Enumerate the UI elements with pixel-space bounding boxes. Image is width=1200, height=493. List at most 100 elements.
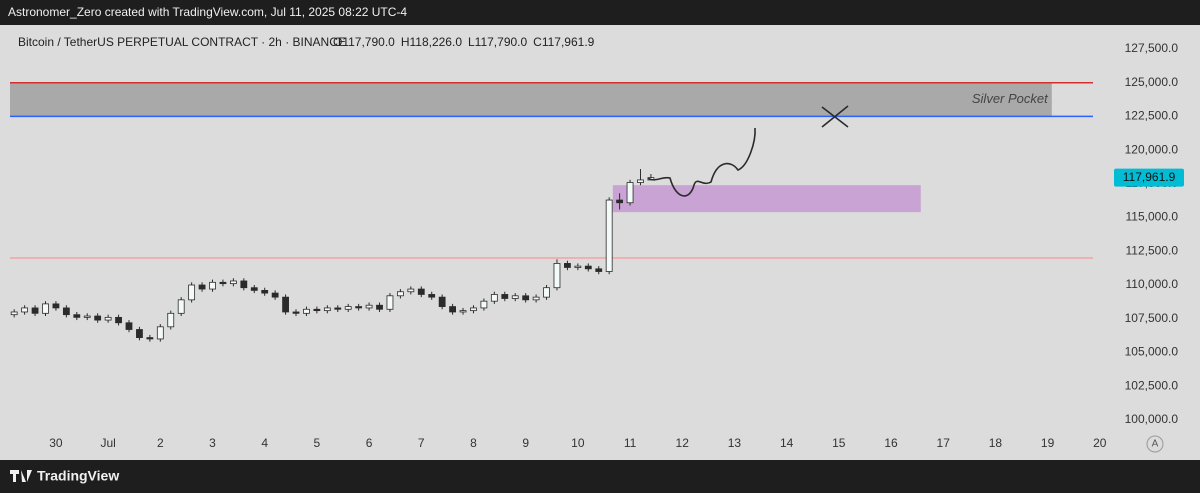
candle-body [156, 326, 164, 340]
candle-body [428, 294, 436, 298]
y-tick-label: 102,500.0 [1125, 378, 1179, 392]
top-bar [0, 0, 1200, 25]
candle-body [10, 311, 18, 316]
candle-body [595, 268, 603, 272]
x-tick-label: 8 [470, 436, 477, 450]
x-tick-label: 17 [937, 436, 951, 450]
candle-body [219, 281, 227, 285]
y-tick-label: 127,500.0 [1125, 41, 1179, 55]
candle-body [62, 307, 70, 316]
candle-body [303, 308, 310, 314]
x-tick-label: 15 [832, 436, 846, 450]
candle-body [271, 292, 279, 298]
candle-body [386, 295, 394, 310]
x-tick-label: 14 [780, 436, 794, 450]
plot: Silver Pocket [10, 81, 1093, 342]
candle-body [376, 304, 383, 310]
candle-body [616, 199, 624, 204]
candle-body [198, 284, 206, 290]
candle-body [397, 291, 404, 297]
candle-body [42, 303, 49, 314]
candle-body [438, 296, 446, 307]
candle-body [344, 306, 352, 310]
candle-body [501, 294, 509, 299]
x-tick-label: 16 [884, 436, 898, 450]
candle-body [543, 287, 550, 298]
candle-body [146, 337, 154, 340]
scale-button[interactable] [1146, 435, 1164, 453]
candle-body [52, 303, 60, 309]
candle-body [355, 306, 363, 309]
candle-body [136, 329, 143, 338]
bottom-bar [0, 460, 1200, 493]
y-tick-label: 122,500.0 [1125, 109, 1179, 123]
x-tick-label: 12 [676, 436, 690, 450]
candle-body [522, 295, 530, 301]
x-tick-label: 4 [261, 436, 268, 450]
chart-title: Bitcoin / TetherUS PERPETUAL CONTRACT · … [18, 35, 346, 49]
ohlc-value: L117,790.0 [468, 35, 527, 49]
x-tick-label: 7 [418, 436, 425, 450]
candle-body [637, 179, 644, 183]
candle-body [449, 306, 456, 313]
candle-body [240, 280, 248, 289]
zone-label: Silver Pocket [972, 91, 1049, 106]
price-tag [1114, 168, 1184, 187]
candle-body [574, 265, 582, 268]
candle-body [261, 289, 269, 294]
y-tick-label: 105,000.0 [1125, 345, 1179, 359]
candle-body [584, 265, 592, 270]
candle-body [480, 300, 488, 309]
candle-body [73, 314, 81, 318]
y-tick-label: 112,500.0 [1126, 243, 1179, 257]
x-tick-label: 9 [522, 436, 529, 450]
candle-body [31, 307, 39, 314]
brand-logo [10, 470, 32, 482]
candle-body [21, 307, 29, 313]
drawn-cross [821, 105, 849, 128]
candle-body [209, 281, 216, 290]
x-tick-label: 20 [1093, 436, 1107, 450]
x-tick-label: 5 [314, 436, 321, 450]
brand: TradingView [37, 468, 119, 484]
ohlc-value: H118,226.0 [401, 35, 462, 49]
candle-body [459, 310, 467, 313]
candle-body [407, 288, 415, 293]
candle-body [532, 296, 540, 301]
candle-body [365, 304, 373, 309]
candle-body [470, 307, 477, 312]
candle-body [417, 288, 425, 295]
x-tick-label: Jul [100, 436, 115, 450]
watermark: Astronomer_Zero created with TradingView… [8, 5, 407, 19]
candle-body [605, 199, 613, 272]
drawn-path [647, 127, 756, 197]
ohlc-legend: O117,790.0 H118,226.0 L117,790.0 C117,961.9 [333, 35, 595, 49]
candle-body [282, 296, 289, 313]
y-tick-label: 125,000.0 [1125, 75, 1179, 89]
zone [612, 185, 921, 213]
x-tick-label: 30 [49, 436, 63, 450]
candle-body [188, 284, 196, 301]
candle-body [334, 307, 342, 310]
candle-body [511, 295, 519, 299]
y-tick-label: 110,000.0 [1126, 277, 1179, 291]
candle-body [167, 312, 175, 328]
candle-body [553, 263, 561, 289]
candle-body [177, 299, 185, 314]
x-tick-label: 13 [728, 436, 742, 450]
x-tick-label: 10 [571, 436, 585, 450]
scale-mode[interactable]: A [1152, 439, 1159, 450]
candle-body [323, 307, 331, 312]
ohlc-value: O117,790.0 [333, 35, 395, 49]
x-tick-label: 18 [989, 436, 1003, 450]
candle-body [564, 263, 571, 268]
x-tick-label: 19 [1041, 436, 1055, 450]
x-tick-label: 11 [624, 436, 637, 450]
y-tick-label: 107,500.0 [1125, 311, 1179, 325]
candle-body [250, 287, 258, 291]
candle-body [292, 311, 300, 314]
x-tick-label: 6 [366, 436, 373, 450]
ohlc-value: C117,961.9 [533, 35, 594, 49]
